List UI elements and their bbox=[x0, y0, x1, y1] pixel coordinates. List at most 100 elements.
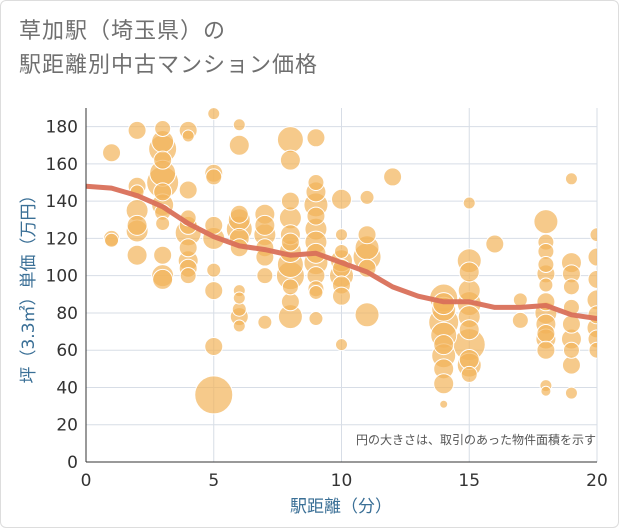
chart-title-line-1: 草加駅（埼玉県）の bbox=[19, 19, 227, 44]
data-point bbox=[538, 277, 554, 293]
data-point bbox=[536, 340, 556, 360]
y-tick-label: 80 bbox=[56, 304, 78, 324]
data-point bbox=[439, 399, 449, 409]
data-point bbox=[153, 245, 173, 265]
data-point bbox=[154, 119, 172, 137]
data-point bbox=[335, 228, 348, 242]
data-point bbox=[204, 281, 224, 301]
y-tick-label: 0 bbox=[67, 453, 78, 473]
x-tick-label: 10 bbox=[331, 471, 353, 491]
data-point bbox=[587, 305, 597, 325]
data-point bbox=[178, 180, 198, 200]
data-point bbox=[254, 214, 276, 236]
y-axis-label: 坪（3.3㎡）単価（万円） bbox=[19, 186, 39, 383]
data-point bbox=[280, 292, 300, 312]
data-point bbox=[178, 238, 198, 258]
data-point bbox=[540, 385, 552, 397]
y-tick-label: 60 bbox=[56, 341, 78, 361]
data-point bbox=[228, 134, 250, 156]
data-point bbox=[458, 319, 480, 341]
data-point bbox=[331, 188, 352, 210]
data-point bbox=[460, 365, 478, 383]
data-point bbox=[457, 279, 481, 303]
data-point bbox=[126, 244, 148, 266]
y-tick-label: 140 bbox=[46, 192, 78, 212]
y-tick-label: 160 bbox=[46, 155, 78, 175]
data-point bbox=[587, 269, 597, 289]
data-point bbox=[205, 168, 223, 186]
data-point bbox=[537, 256, 555, 274]
y-tick-label: 40 bbox=[56, 378, 78, 398]
data-point bbox=[562, 341, 580, 359]
data-point bbox=[308, 284, 324, 300]
data-point bbox=[354, 302, 380, 328]
data-point bbox=[155, 216, 171, 232]
data-point bbox=[564, 172, 578, 186]
trend-line bbox=[86, 183, 597, 321]
data-point bbox=[232, 319, 246, 333]
y-tick-label: 20 bbox=[56, 416, 78, 436]
data-point bbox=[126, 214, 148, 236]
x-tick-label: 15 bbox=[458, 471, 480, 491]
data-point bbox=[334, 243, 349, 259]
data-point bbox=[281, 278, 299, 296]
x-tick-label: 0 bbox=[81, 471, 92, 491]
data-point bbox=[588, 341, 597, 359]
data-point bbox=[511, 311, 529, 329]
data-point bbox=[257, 314, 273, 330]
data-point bbox=[586, 289, 597, 311]
data-point bbox=[181, 129, 195, 143]
data-point bbox=[562, 278, 580, 296]
data-point bbox=[127, 120, 147, 140]
data-point bbox=[536, 323, 556, 343]
data-point bbox=[229, 204, 249, 224]
data-point bbox=[279, 149, 301, 171]
data-point bbox=[564, 386, 578, 400]
data-point bbox=[256, 267, 274, 285]
data-point bbox=[307, 174, 325, 192]
data-point bbox=[458, 261, 480, 283]
data-point bbox=[485, 234, 505, 254]
data-point bbox=[332, 286, 351, 306]
data-point bbox=[276, 126, 304, 154]
x-tick-label: 5 bbox=[208, 471, 219, 491]
bubble-layer bbox=[102, 108, 597, 415]
data-point bbox=[383, 167, 403, 187]
data-point bbox=[433, 334, 455, 356]
data-point bbox=[306, 128, 326, 148]
trend-layer bbox=[86, 183, 597, 321]
data-point bbox=[462, 196, 476, 210]
y-tick-label: 100 bbox=[46, 267, 78, 287]
x-axis-label: 駅距離（分） bbox=[290, 497, 392, 517]
size-annotation: 円の大きさは、取引のあった物件面積を示す bbox=[356, 432, 596, 447]
data-point bbox=[102, 143, 122, 163]
data-point bbox=[207, 108, 221, 121]
data-point bbox=[306, 206, 326, 226]
x-tick-label: 20 bbox=[586, 471, 608, 491]
data-point bbox=[587, 247, 597, 267]
data-point bbox=[357, 225, 377, 245]
data-point bbox=[153, 150, 173, 170]
data-point bbox=[561, 355, 581, 375]
data-point bbox=[232, 291, 246, 305]
chart-title-line-2: 駅距離別中古マンション価格 bbox=[19, 53, 319, 78]
data-point bbox=[533, 209, 559, 235]
data-point bbox=[206, 262, 222, 278]
data-point bbox=[359, 189, 375, 205]
data-point bbox=[589, 227, 597, 243]
chart-title: 草加駅（埼玉県）の 駅距離別中古マンション価格 bbox=[19, 15, 318, 83]
axes: 0 20 40 60 80 100 120 140 160 180 0 5 10 15 20 bbox=[46, 108, 608, 491]
data-point bbox=[179, 267, 197, 285]
data-point bbox=[194, 375, 234, 415]
data-point bbox=[153, 182, 173, 202]
data-point bbox=[152, 268, 174, 290]
data-point bbox=[232, 118, 246, 132]
y-tick-label: 120 bbox=[46, 229, 78, 249]
data-point bbox=[204, 336, 224, 356]
y-tick-label: 180 bbox=[46, 118, 78, 138]
data-point bbox=[433, 373, 455, 395]
data-point bbox=[280, 232, 300, 252]
data-point bbox=[335, 338, 348, 352]
data-point bbox=[308, 311, 324, 327]
